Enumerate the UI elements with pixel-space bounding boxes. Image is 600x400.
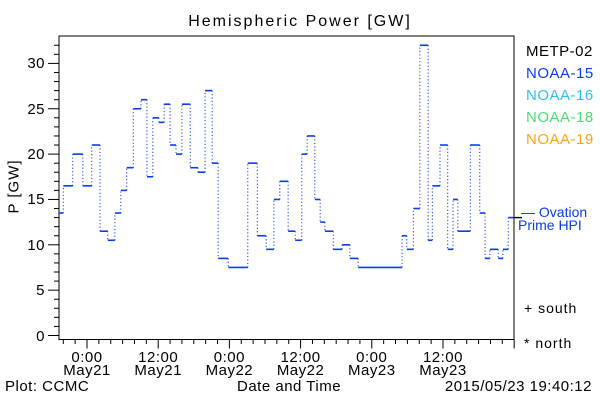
north-marker-legend: * north [524, 335, 573, 351]
satellite-legend: METP-02 NOAA-15 NOAA-16 NOAA-18 NOAA-19 [526, 44, 594, 154]
x-tick-time-label: 12:00 [280, 349, 321, 366]
x-tick-date-label: May21 [63, 362, 111, 379]
x-tick-date-label: May23 [419, 362, 467, 379]
x-tick-date-label: May21 [134, 362, 182, 379]
y-tick-label: 15 [27, 191, 45, 209]
ovation-annotation: — Ovation Prime HPI [518, 204, 588, 233]
plot-credit: Plot: CCMC [5, 378, 90, 395]
x-tick-date-label: May23 [348, 362, 396, 379]
legend-item-metp-02: METP-02 [526, 43, 593, 60]
y-tick-label: 20 [27, 146, 45, 164]
x-tick-time-label: 12:00 [422, 349, 463, 366]
x-tick-date-label: May22 [276, 362, 325, 379]
x-tick-time-label: 0:00 [213, 349, 245, 366]
plot-timestamp: 2015/05/23 19:40:12 [444, 378, 592, 395]
x-tick-date-label: May22 [205, 362, 254, 379]
plot-frame [58, 35, 515, 340]
south-marker-legend: + south [524, 300, 578, 316]
y-axis-title: P [GW] [5, 159, 23, 214]
legend-item-noaa-19: NOAA-19 [526, 131, 594, 148]
legend-item-noaa-18: NOAA-18 [526, 109, 594, 126]
y-tick-label: 10 [27, 236, 45, 254]
legend-item-noaa-15: NOAA-15 [526, 65, 594, 82]
x-tick-time-label: 0:00 [356, 349, 388, 366]
y-tick-label: 30 [27, 55, 45, 73]
page-title: Hemispheric Power [GW] [188, 13, 412, 30]
x-axis-title: Date and Time [237, 378, 342, 395]
x-tick-time-label: 0:00 [71, 349, 103, 366]
ovation-annotation-line1: — Ovation [521, 204, 588, 220]
y-tick-label: 25 [27, 100, 45, 118]
y-tick-label: 5 [36, 282, 45, 300]
x-tick-time-label: 12:00 [138, 349, 179, 366]
ovation-annotation-line2: Prime HPI [518, 217, 582, 233]
y-tick-label: 0 [36, 327, 45, 345]
legend-item-noaa-16: NOAA-16 [526, 87, 594, 104]
